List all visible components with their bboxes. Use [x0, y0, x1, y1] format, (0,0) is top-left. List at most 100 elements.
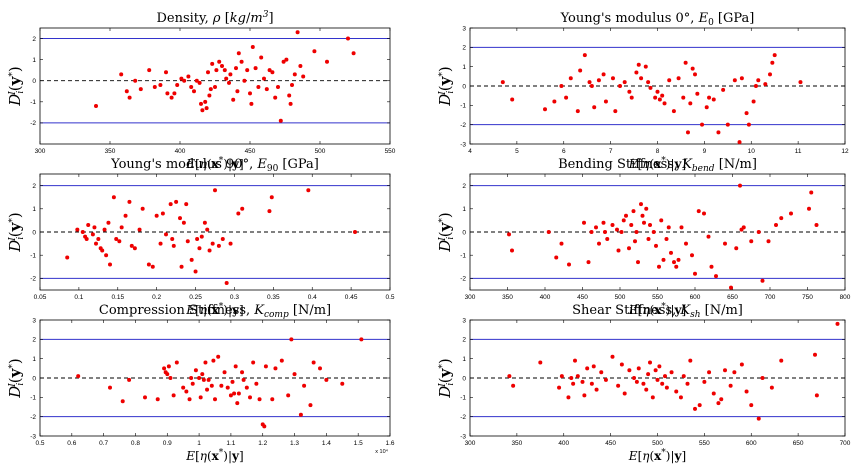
data-point [295, 30, 300, 35]
data-point [591, 364, 596, 369]
data-point [86, 223, 91, 228]
data-point [175, 82, 180, 87]
data-point [674, 389, 679, 394]
x-tick-label: 1.1 [226, 440, 235, 447]
data-point [240, 370, 245, 375]
x-tick-label: 350 [511, 440, 522, 447]
data-point [106, 220, 111, 225]
x-tick-label: 0.15 [111, 294, 124, 301]
data-point [263, 364, 268, 369]
data-point [228, 393, 233, 398]
x-axis-label: E[η(x*)|y] [628, 156, 686, 171]
data-point [264, 87, 269, 92]
subplot-title: Young's modulus 90°, E90 [GPa] [110, 157, 319, 174]
y-tick-label: 1 [462, 206, 466, 213]
data-point [150, 264, 155, 269]
data-point [92, 225, 97, 230]
data-point [648, 85, 653, 90]
x-tick-label: 0.45 [345, 294, 358, 301]
subplot-3: 0.05 0.1 0.15 0.2 0.25 0.3 0.35 0.4 0.45 0.5 -2 -1 0… [6, 157, 395, 317]
data-point [814, 223, 819, 228]
data-point [662, 101, 667, 106]
data-point [200, 372, 205, 377]
data-point [672, 260, 676, 265]
x-axis-label: E[η(x*)|y] [628, 302, 686, 317]
data-point [573, 358, 577, 363]
data-point [627, 89, 632, 94]
data-point [603, 377, 608, 382]
data-point [147, 68, 152, 73]
data-point [189, 85, 194, 90]
y-tick-label: 2 [462, 337, 466, 344]
x-multiplier: x 10⁴ [375, 448, 388, 455]
subplot-1: 300 350 400 450 500 550 -2 -1 0 1 2 Density, ρ [kg/… [6, 10, 396, 171]
data-point [231, 97, 236, 102]
data-point [616, 383, 621, 388]
data-point [716, 401, 721, 406]
data-point [123, 213, 128, 218]
data-point [185, 239, 190, 244]
x-axis-label: E[η(x*)|y] [185, 302, 243, 317]
data-point [568, 76, 573, 81]
data-point [646, 372, 651, 377]
data-point [596, 78, 601, 83]
data-point [610, 76, 615, 81]
x-tick-label: 550 [385, 148, 396, 155]
y-tick-label: 1 [32, 57, 36, 64]
data-point [172, 91, 177, 96]
data-point [690, 66, 695, 71]
data-point [256, 85, 261, 90]
data-point [641, 381, 646, 386]
data-point [235, 89, 240, 94]
data-point [111, 195, 116, 200]
data-point [143, 395, 147, 400]
data-point [276, 85, 280, 90]
data-point [170, 236, 175, 241]
data-point [693, 406, 697, 411]
x-tick-label: 4 [468, 148, 472, 155]
data-point [225, 385, 230, 390]
y-tick-label: 1 [32, 356, 36, 363]
data-point [622, 80, 627, 85]
y-tick-label: -1 [460, 103, 466, 110]
subplot-6: 300 350 400 450 500 550 600 650 700 -3 -2 -1 0 1 2 3 She… [436, 303, 851, 463]
data-point [768, 72, 772, 77]
data-point [273, 95, 278, 100]
data-point [302, 383, 307, 388]
x-tick-label: 350 [105, 148, 116, 155]
x-tick-label: 6 [562, 148, 566, 155]
data-point [619, 230, 624, 234]
data-point [284, 57, 289, 62]
data-point [639, 202, 643, 207]
data-point [760, 376, 765, 380]
data-point [210, 61, 215, 66]
data-point [738, 183, 742, 188]
y-tick-label: 1 [462, 64, 466, 71]
data-point [214, 68, 219, 73]
data-point [213, 188, 217, 193]
data-point [679, 225, 684, 230]
x-tick-label: 1 [197, 440, 201, 447]
data-point [552, 99, 557, 104]
data-point [192, 89, 196, 94]
data-point [198, 395, 203, 400]
data-point [206, 70, 210, 75]
data-point [262, 424, 267, 429]
x-tick-label: 0.35 [267, 294, 280, 301]
data-point [770, 60, 775, 65]
data-point [669, 250, 673, 255]
data-point [627, 246, 631, 251]
data-point [702, 211, 706, 216]
data-point [685, 381, 690, 386]
data-point [193, 368, 198, 373]
data-point [559, 374, 564, 379]
data-point [633, 239, 637, 244]
data-point [674, 264, 679, 269]
data-point [248, 395, 252, 400]
data-point [643, 64, 648, 69]
data-point [76, 374, 81, 379]
data-point [605, 236, 610, 241]
data-point [292, 72, 297, 77]
x-tick-label: 1.4 [322, 440, 331, 447]
